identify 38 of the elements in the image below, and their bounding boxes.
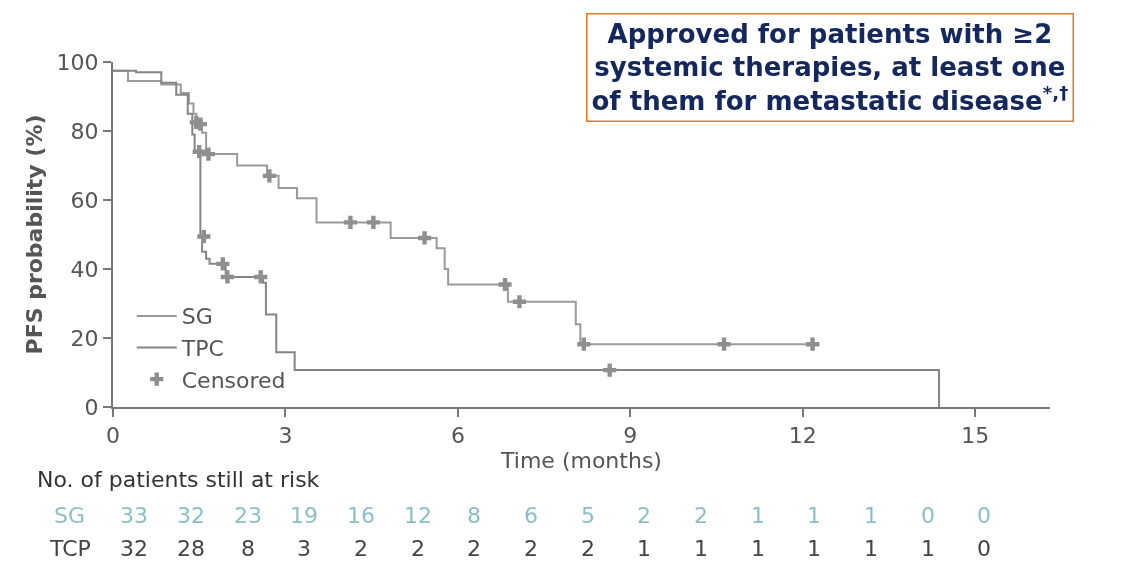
y-tick-label: 100: [56, 49, 99, 75]
x-tick-label: 0: [106, 423, 120, 449]
x-tick-label: 3: [278, 423, 293, 449]
point: [366, 215, 381, 230]
point: [220, 270, 234, 284]
chart-title: Approved for patients with ≥2 systemic therapies, at least one of them for metastatic disease$^{*,†}$: [591, 18, 1069, 117]
point: [498, 277, 512, 292]
point: [417, 231, 432, 245]
point: [603, 363, 617, 377]
point: [805, 337, 820, 351]
text: SG 33 32 23 19 16 12 8 6 5 2 2 1 1 1 0 0: [54, 503, 991, 528]
x-tick-label: 15: [961, 423, 990, 449]
point: [201, 147, 216, 161]
point: [577, 337, 591, 351]
text: No. of patients still at risk: [37, 467, 320, 492]
y-tick-label: 0: [84, 394, 99, 420]
x-tick-label: 12: [788, 423, 817, 449]
y-tick-label: 80: [70, 118, 99, 144]
x-tick-label: 6: [450, 423, 465, 449]
y-tick-label: 20: [70, 325, 99, 351]
x-tick-label: 9: [623, 423, 638, 449]
point: [262, 169, 276, 183]
point: [343, 215, 358, 230]
point: [512, 295, 527, 309]
point: [192, 145, 206, 159]
point: [197, 229, 211, 244]
legend-label: Censored: [181, 367, 286, 393]
point: [717, 337, 731, 351]
x-axis-title: Time (months): [500, 448, 662, 474]
legend-label: TPC: [180, 336, 224, 362]
y-axis-title: PFS probability (%): [21, 114, 47, 355]
legend-label: SG: [181, 304, 213, 330]
point: [254, 270, 268, 284]
y-tick-label: 40: [70, 256, 99, 282]
point: [193, 117, 207, 131]
text: TCP 32 28 8 3 2 2 2 2 2 1 1 1 1 1 1 0: [50, 536, 991, 561]
y-tick-label: 60: [70, 187, 99, 213]
point: [216, 257, 230, 271]
